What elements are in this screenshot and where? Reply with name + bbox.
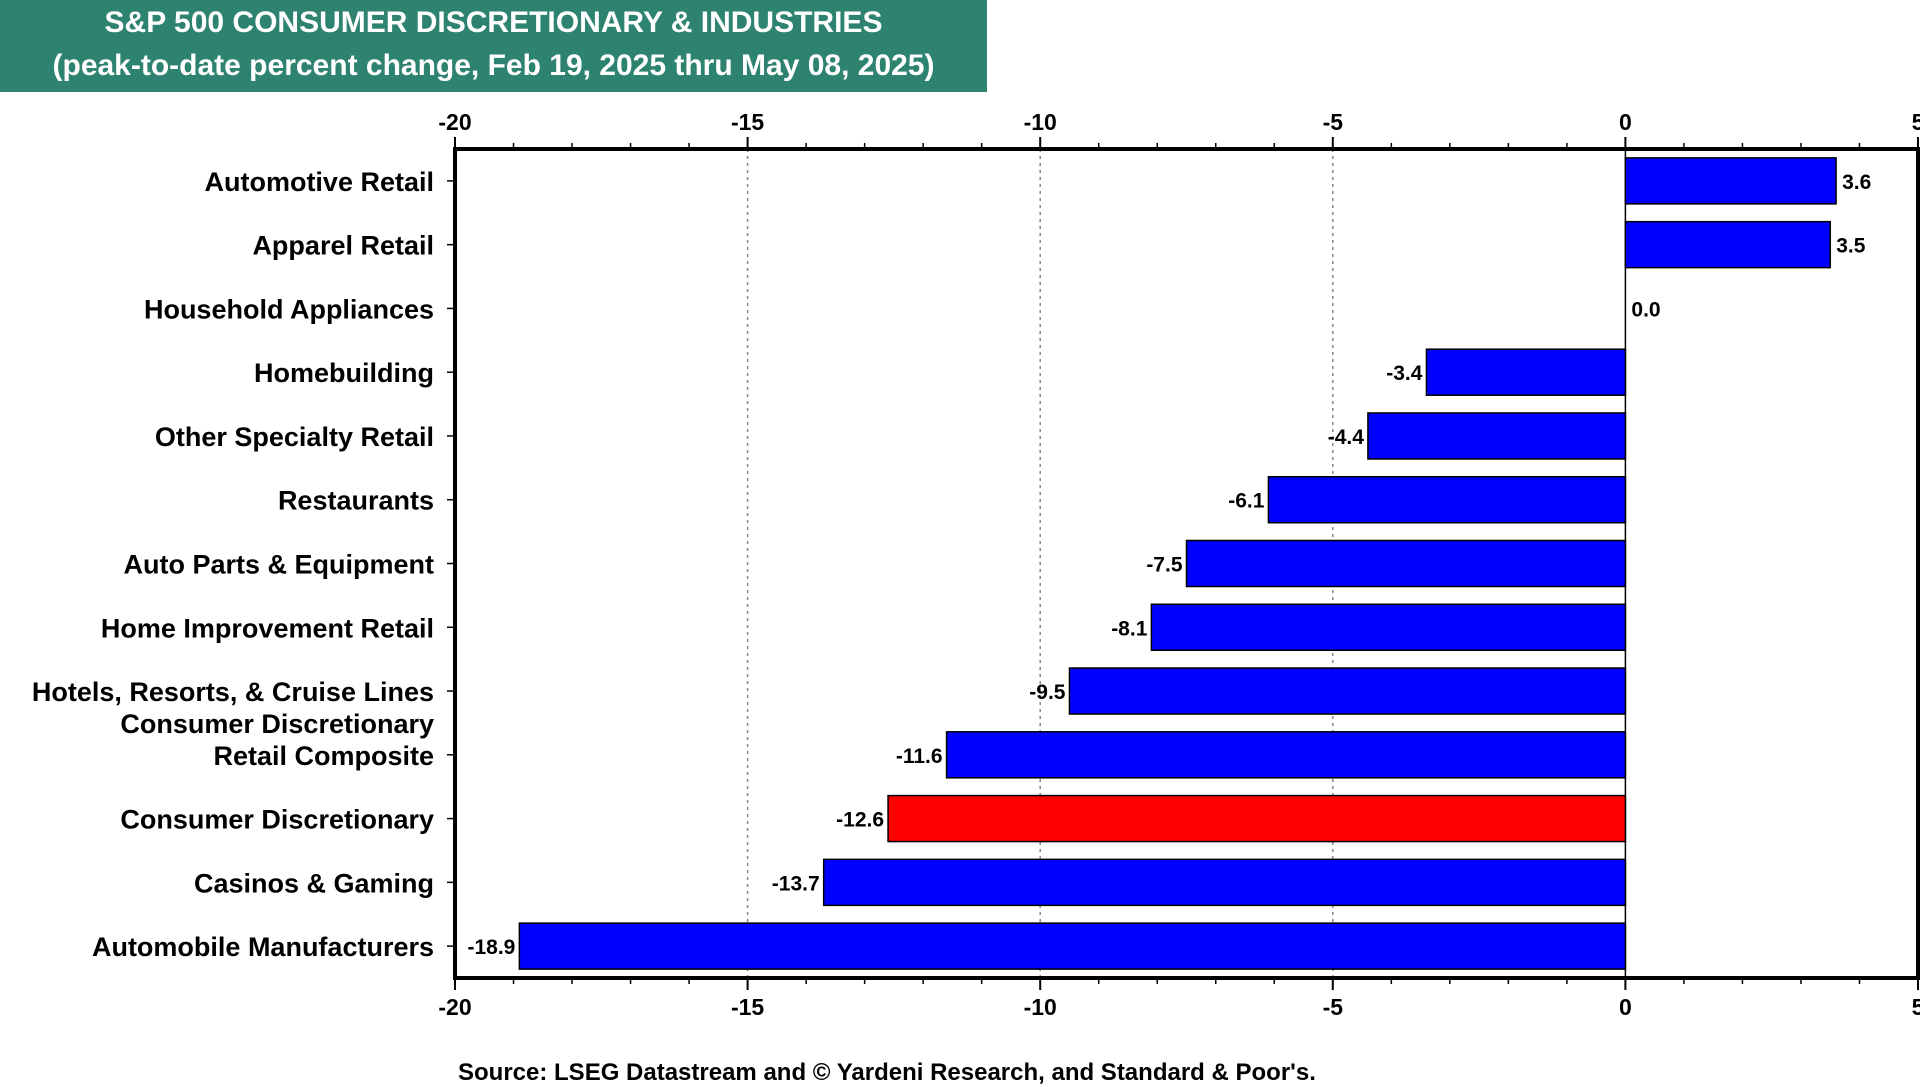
bar [1624, 157, 1837, 205]
bar [1624, 220, 1831, 269]
category-label: Consumer Discretionary [120, 805, 434, 835]
category-label: Automotive Retail [204, 167, 434, 197]
top-tick-label: -15 [731, 109, 764, 135]
top-tick-label: 0 [1619, 109, 1632, 135]
data-label: -4.4 [1328, 426, 1365, 449]
data-label: -18.9 [467, 936, 515, 959]
category-label: Auto Parts & Equipment [123, 550, 434, 580]
data-label: 0.0 [1631, 298, 1660, 321]
data-label: 3.6 [1842, 171, 1871, 194]
bottom-tick-label: -5 [1323, 994, 1344, 1020]
category-label: Hotels, Resorts, & Cruise Lines [32, 677, 434, 707]
data-label: -9.5 [1029, 681, 1066, 704]
category-label: Household Appliances [144, 294, 434, 324]
bar [887, 794, 1627, 843]
data-label: -7.5 [1146, 554, 1183, 577]
top-tick-label: 5 [1912, 109, 1920, 135]
chart-title: S&P 500 CONSUMER DISCRETIONARY & INDUSTR… [104, 6, 883, 39]
bar [1267, 475, 1627, 524]
bar [1150, 603, 1627, 652]
category-label: Casinos & Gaming [194, 868, 434, 898]
category-label: Home Improvement Retail [101, 613, 434, 643]
data-label: -11.6 [896, 745, 943, 768]
category-label: Homebuilding [254, 358, 434, 388]
top-tick-label: -10 [1024, 109, 1057, 135]
bottom-tick-label: 0 [1619, 994, 1632, 1020]
source-note: Source: LSEG Datastream and © Yardeni Re… [458, 1059, 1316, 1086]
data-label: -13.7 [772, 872, 820, 895]
bar [1367, 412, 1627, 460]
bar [518, 922, 1627, 970]
plot-frame [453, 147, 1920, 980]
data-label: -8.1 [1111, 617, 1148, 640]
bottom-tick-label: -15 [731, 994, 764, 1020]
bar [1068, 667, 1627, 715]
top-tick-label: -20 [438, 109, 471, 135]
category-label: Retail Composite [213, 741, 434, 771]
chart-title-banner: S&P 500 CONSUMER DISCRETIONARY & INDUSTR… [0, 0, 987, 92]
bar [945, 731, 1627, 779]
category-label: Automobile Manufacturers [92, 932, 434, 962]
bar [822, 858, 1627, 907]
chart-subtitle: (peak-to-date percent change, Feb 19, 20… [52, 49, 935, 82]
bar [1425, 348, 1627, 396]
category-label: Restaurants [278, 486, 434, 516]
category-label: Consumer Discretionary [120, 709, 434, 739]
category-label: Apparel Retail [252, 231, 434, 261]
category-label: Other Specialty Retail [155, 422, 434, 452]
top-tick-label: -5 [1323, 109, 1344, 135]
bar [1185, 539, 1627, 588]
bottom-tick-label: -10 [1024, 994, 1057, 1020]
data-label: 3.5 [1836, 235, 1866, 258]
bottom-tick-label: 5 [1912, 994, 1920, 1020]
data-label: -12.6 [836, 809, 884, 832]
data-label: -3.4 [1386, 362, 1423, 385]
data-label: -6.1 [1228, 490, 1265, 513]
bottom-tick-label: -20 [438, 994, 471, 1020]
